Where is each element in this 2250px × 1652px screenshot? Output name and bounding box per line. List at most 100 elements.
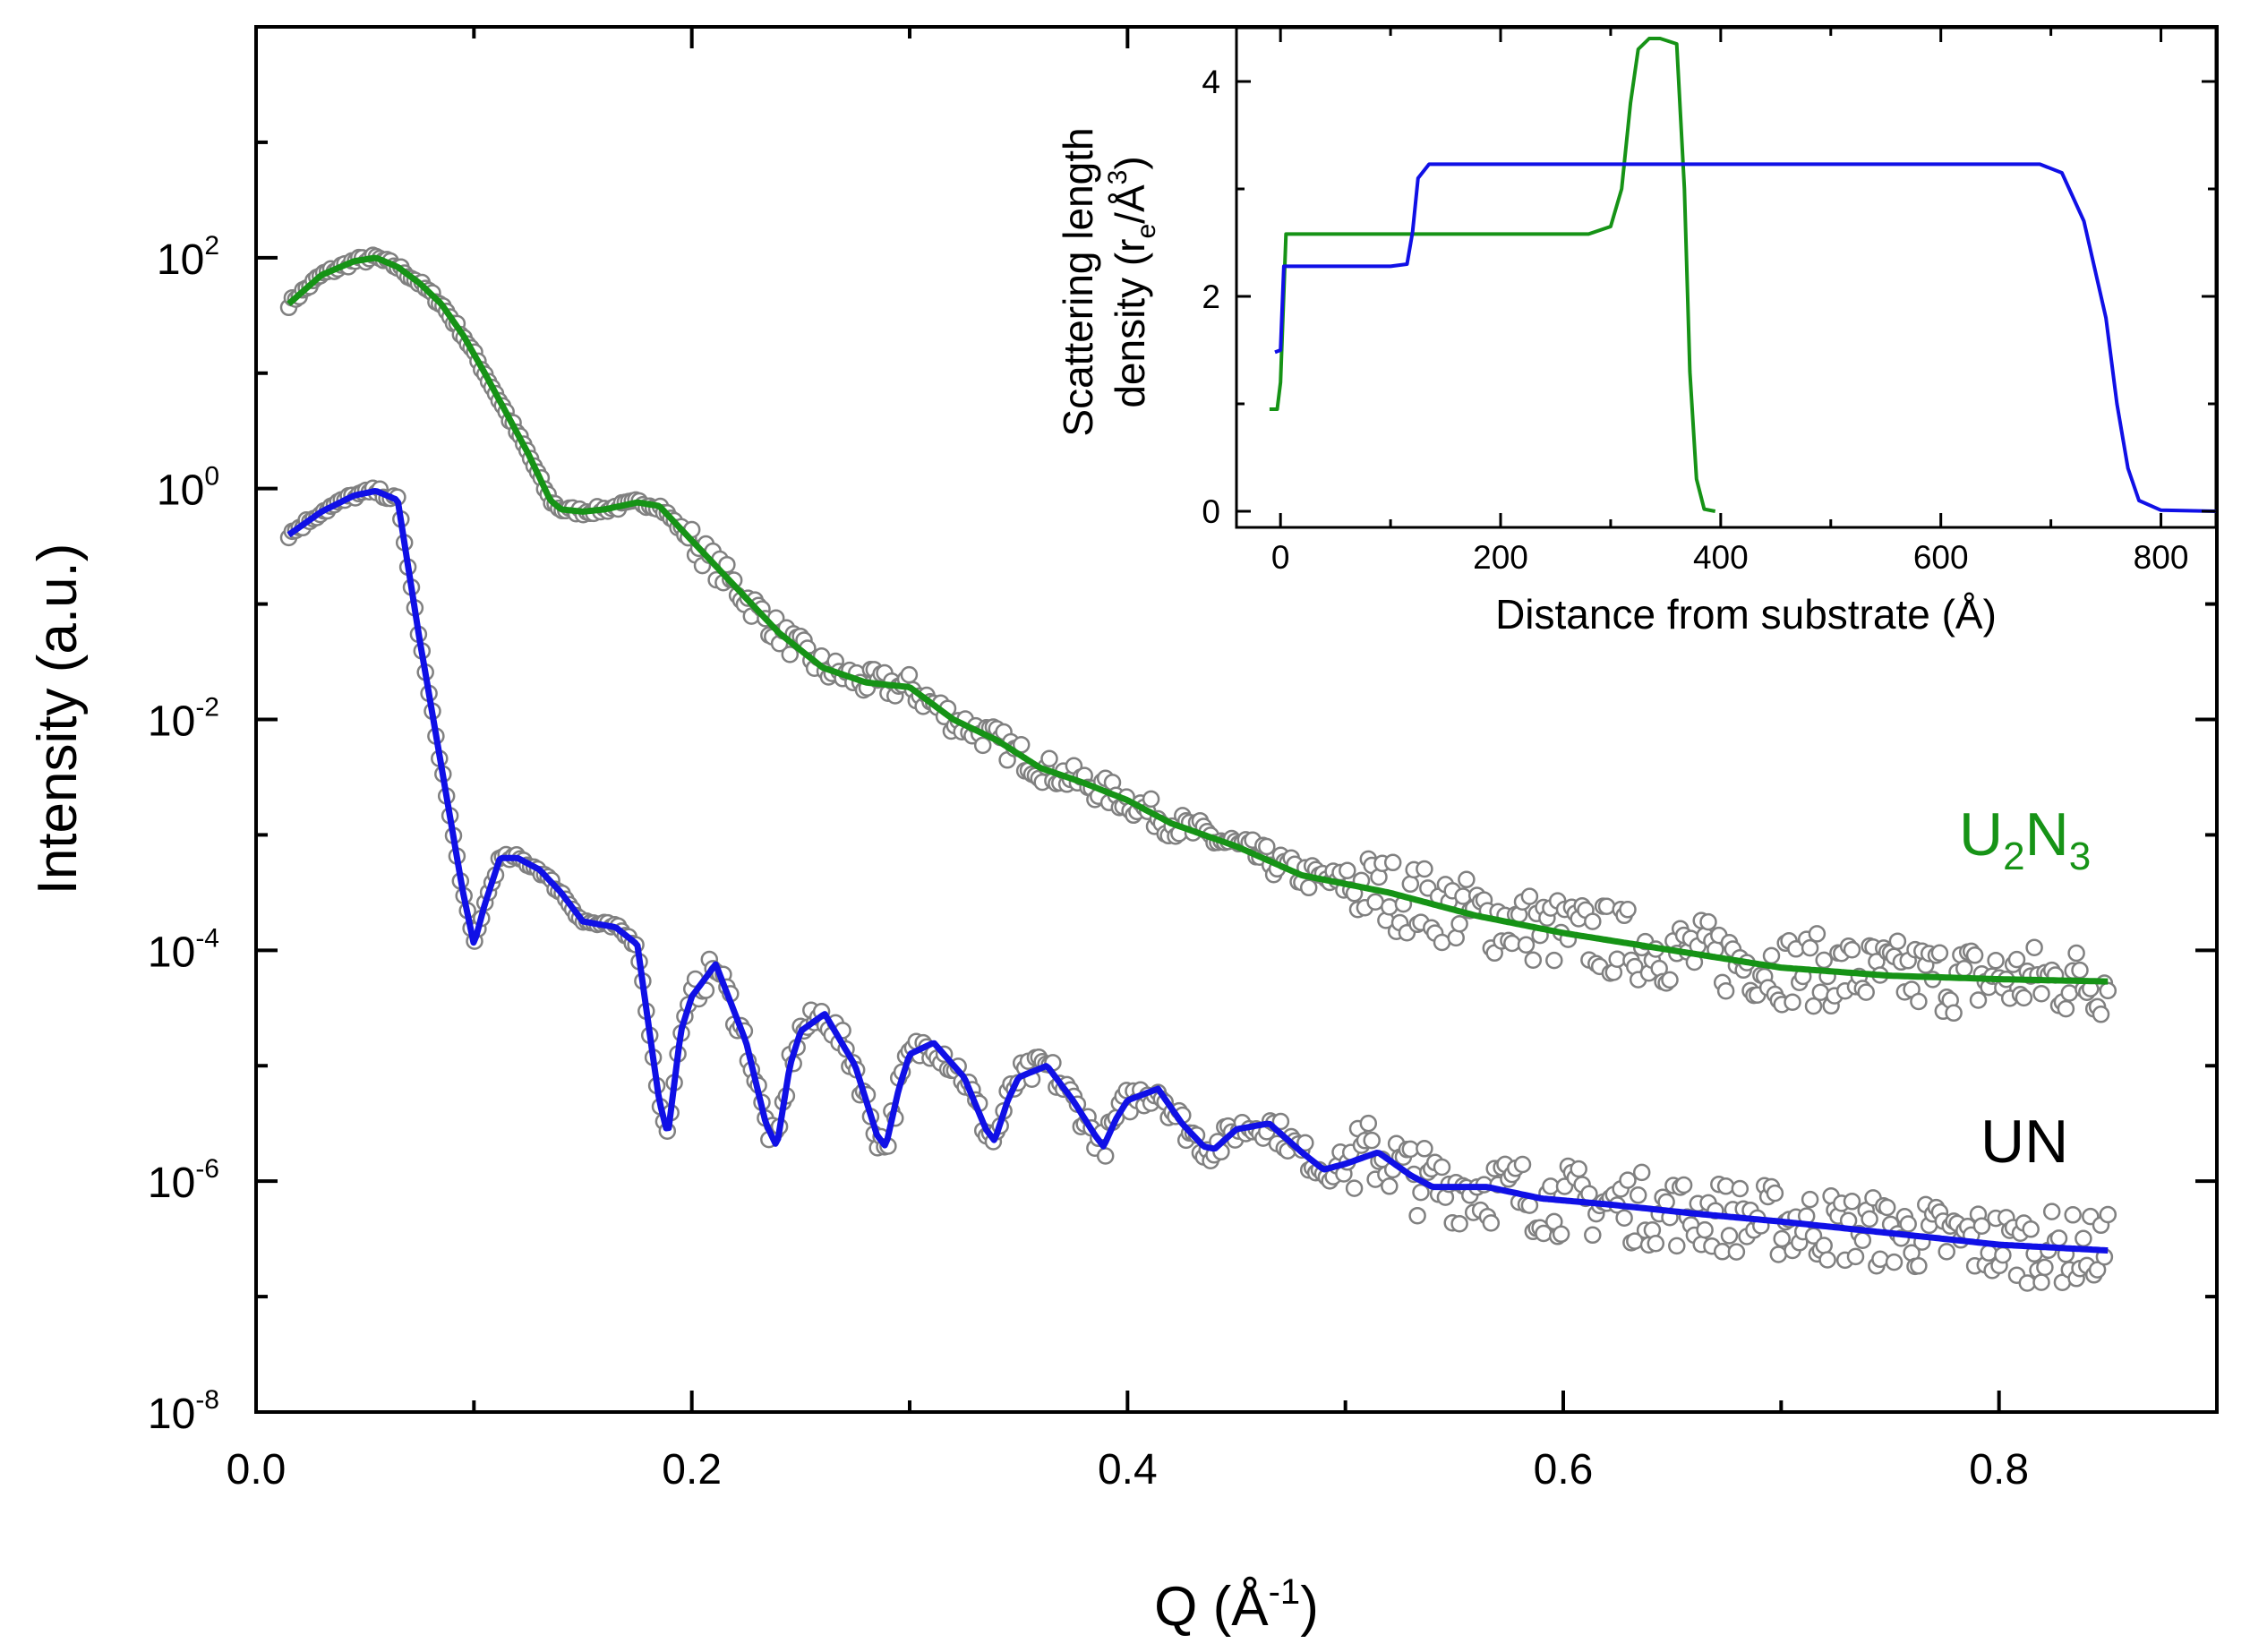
fit-line-u2n3 bbox=[287, 254, 2109, 985]
data-point bbox=[2064, 1206, 2082, 1224]
data-point bbox=[1416, 1140, 1433, 1158]
data-point bbox=[1615, 1209, 1633, 1227]
data-point bbox=[1545, 951, 1563, 970]
data-point bbox=[1938, 1243, 1955, 1261]
data-point bbox=[1871, 1250, 1889, 1269]
data-point bbox=[1853, 1231, 1872, 1249]
data-point bbox=[2099, 1205, 2117, 1224]
x-tick-label: 0.8 bbox=[1969, 1446, 2029, 1494]
data-point bbox=[1910, 1257, 1928, 1275]
fit-line-un bbox=[287, 488, 2109, 1254]
data-point bbox=[1716, 981, 1735, 1000]
data-point bbox=[2032, 1273, 2050, 1291]
data-point bbox=[1339, 861, 1356, 879]
data-point bbox=[1517, 936, 1536, 954]
data-point bbox=[2032, 984, 2050, 1003]
data-point bbox=[1040, 749, 1058, 768]
data-point bbox=[1699, 912, 1717, 931]
data-point bbox=[1784, 993, 1801, 1011]
data-point bbox=[1383, 853, 1402, 872]
inset-y-tick-label: 2 bbox=[1202, 278, 1220, 315]
y-tick-label: 102 bbox=[157, 231, 219, 284]
data-point bbox=[2092, 1006, 2110, 1023]
inset-axis-ticks bbox=[1236, 28, 2216, 527]
data-point bbox=[1955, 960, 1973, 978]
inset-x-axis-title: Distance from substrate (Å) bbox=[1495, 591, 1997, 638]
data-point bbox=[1584, 912, 1602, 930]
u2n3-label-sub1: 2 bbox=[2003, 835, 2024, 878]
data-point bbox=[1811, 983, 1830, 1001]
data-point bbox=[2049, 1229, 2068, 1247]
data-point bbox=[1843, 940, 1861, 959]
data-point bbox=[1412, 1183, 1430, 1202]
data-point bbox=[2099, 981, 2117, 1000]
data-point bbox=[1619, 901, 1637, 919]
inset-sld-lines bbox=[1269, 37, 2217, 513]
data-point bbox=[1815, 951, 1833, 970]
inset-line-un bbox=[1274, 162, 2217, 513]
data-point bbox=[1818, 1251, 1836, 1269]
series-label-u2n3: U2N3 bbox=[1959, 800, 2091, 878]
data-point bbox=[1520, 887, 1539, 905]
data-point bbox=[973, 736, 992, 755]
data-point bbox=[2018, 1274, 2037, 1292]
data-point bbox=[1345, 1179, 1364, 1197]
inset-plot-frame bbox=[1235, 26, 2218, 529]
data-point bbox=[1773, 1229, 1791, 1248]
data-point bbox=[1727, 1243, 1746, 1261]
y-tick-label: 10-8 bbox=[148, 1385, 219, 1438]
data-point bbox=[2075, 1229, 2092, 1248]
main-plot: 0.0 0.2 0.4 0.6 0.8 102 100 10-2 10-4 10-6 10-8 Q… bbox=[27, 25, 2219, 1638]
data-point bbox=[1296, 1134, 1314, 1152]
data-point bbox=[1815, 1237, 1833, 1254]
data-point bbox=[1632, 1163, 1651, 1182]
series-label-un: UN bbox=[1981, 1108, 2068, 1176]
data-point bbox=[1619, 1171, 1637, 1189]
data-point bbox=[2060, 984, 2079, 1002]
data-point bbox=[1258, 837, 1276, 856]
data-point bbox=[1433, 933, 1451, 952]
data-point bbox=[1861, 1210, 1878, 1228]
data-point bbox=[1766, 1184, 1784, 1203]
inset-y-axis-title: Scattering length density (re/Å3) bbox=[1055, 127, 1161, 436]
inset-x-tick-label: 0 bbox=[1271, 539, 1290, 576]
data-point bbox=[1552, 1225, 1570, 1244]
x-tick-label: 0.4 bbox=[1098, 1446, 1158, 1494]
data-point bbox=[1731, 1179, 1750, 1198]
data-point bbox=[1804, 997, 1823, 1015]
data-point bbox=[1899, 1215, 1917, 1233]
x-tick-label: 0.6 bbox=[1534, 1446, 1594, 1494]
y-tick-label: 10-4 bbox=[148, 923, 219, 976]
u2n3-label-sub2: 3 bbox=[2069, 835, 2091, 878]
data-point bbox=[1980, 1244, 1998, 1263]
y-tick-label: 100 bbox=[157, 462, 219, 515]
data-point bbox=[900, 665, 919, 684]
inset-x-tick-label: 400 bbox=[1693, 539, 1749, 576]
data-point bbox=[1769, 1245, 1788, 1263]
data-point bbox=[1401, 875, 1420, 894]
fit-lines bbox=[287, 254, 2109, 1254]
data-point bbox=[1433, 1158, 1451, 1177]
data-point bbox=[2036, 1258, 2054, 1277]
inset-line-u2n3 bbox=[1269, 37, 1716, 513]
main-x-tick-labels: 0.0 0.2 0.4 0.6 0.8 bbox=[227, 1446, 2029, 1494]
inset-x-tick-label: 200 bbox=[1473, 539, 1528, 576]
data-point bbox=[2022, 1220, 2040, 1238]
data-point bbox=[1299, 878, 1318, 897]
data-point bbox=[1570, 1160, 1587, 1178]
data-point bbox=[1808, 925, 1827, 943]
data-point bbox=[1987, 951, 2005, 970]
data-point bbox=[1888, 932, 1907, 950]
data-point bbox=[1608, 950, 1626, 968]
data-point bbox=[1096, 1147, 1115, 1165]
inset-x-tick-label: 800 bbox=[2134, 539, 2189, 576]
data-point bbox=[2042, 1203, 2061, 1220]
data-point bbox=[1972, 1217, 1991, 1235]
data-point bbox=[1720, 1227, 1739, 1245]
data-point bbox=[1994, 1245, 2012, 1264]
inset-y-title-line2: density (re/Å3) bbox=[1103, 156, 1161, 407]
data-point bbox=[1762, 946, 1781, 965]
data-point bbox=[1843, 1193, 1861, 1211]
data-point bbox=[1629, 1186, 1647, 1204]
u2n3-label-u: U bbox=[1959, 800, 2003, 869]
